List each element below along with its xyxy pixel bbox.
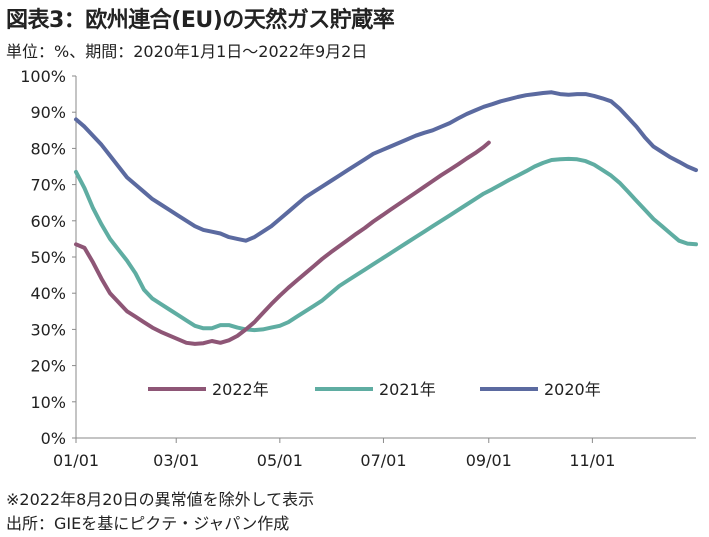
x-tick-label: 11/01: [569, 451, 615, 470]
legend-label: 2020年: [544, 380, 601, 399]
y-tick-label: 20%: [30, 357, 66, 376]
chart-subtitle: 単位：%、期間：2020年1月1日～2022年9月2日: [6, 42, 368, 61]
y-tick-label: 70%: [30, 176, 66, 195]
chart-title: 図表3：欧州連合(EU)の天然ガス貯蔵率: [6, 8, 395, 33]
y-tick-label: 60%: [30, 212, 66, 231]
legend-label: 2021年: [379, 380, 436, 399]
series-line-2021年: [74, 156, 698, 333]
y-tick-label: 80%: [30, 139, 66, 158]
x-tick-label: 03/01: [153, 451, 199, 470]
series-line-2020年: [74, 90, 698, 243]
y-tick-label: 0%: [41, 429, 66, 448]
y-tick-label: 40%: [30, 284, 66, 303]
series-line-2022年: [74, 140, 491, 346]
source-note: 出所：GIEを基にピクテ・ジャパン作成: [6, 514, 290, 533]
legend-label: 2022年: [212, 380, 269, 399]
y-tick-label: 100%: [20, 67, 66, 86]
y-tick-label: 50%: [30, 248, 66, 267]
y-tick-label: 90%: [30, 103, 66, 122]
outlier-note: ※2022年8月20日の異常値を除外して表示: [6, 490, 315, 509]
x-tick-label: 05/01: [257, 451, 303, 470]
x-tick-label: 09/01: [466, 451, 512, 470]
y-tick-label: 10%: [30, 393, 66, 412]
y-tick-label: 30%: [30, 320, 66, 339]
x-tick-label: 07/01: [360, 451, 406, 470]
x-tick-label: 01/01: [53, 451, 99, 470]
